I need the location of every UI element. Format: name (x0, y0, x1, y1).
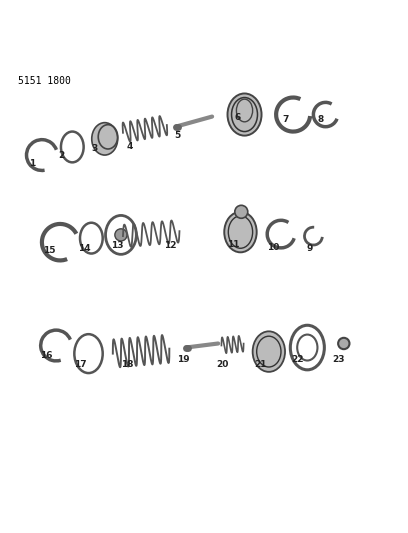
Text: 20: 20 (216, 360, 228, 369)
Text: 6: 6 (235, 113, 241, 122)
Text: 1: 1 (29, 159, 35, 168)
Text: 11: 11 (227, 240, 240, 249)
Text: 7: 7 (283, 115, 289, 124)
Text: 5: 5 (175, 131, 181, 140)
Text: 3: 3 (91, 144, 98, 154)
Text: 5151 1800: 5151 1800 (18, 76, 71, 86)
Circle shape (235, 205, 248, 219)
Text: 16: 16 (40, 351, 52, 360)
Text: 22: 22 (291, 355, 304, 364)
Text: 12: 12 (164, 241, 177, 250)
Ellipse shape (224, 212, 257, 252)
Text: 23: 23 (332, 355, 345, 364)
Circle shape (338, 338, 350, 349)
Text: 9: 9 (307, 244, 313, 253)
Text: 13: 13 (111, 241, 123, 250)
Circle shape (115, 229, 127, 241)
Text: 2: 2 (58, 150, 64, 159)
Ellipse shape (228, 93, 262, 135)
Text: 8: 8 (317, 115, 324, 124)
Text: 15: 15 (42, 246, 55, 255)
Text: 4: 4 (127, 142, 133, 151)
Text: 14: 14 (78, 244, 91, 253)
Text: 18: 18 (121, 360, 133, 369)
Text: 17: 17 (74, 360, 87, 369)
Ellipse shape (92, 123, 118, 155)
Text: 19: 19 (177, 355, 189, 364)
Text: 10: 10 (267, 243, 279, 252)
Text: 21: 21 (255, 360, 267, 369)
Ellipse shape (253, 332, 285, 372)
